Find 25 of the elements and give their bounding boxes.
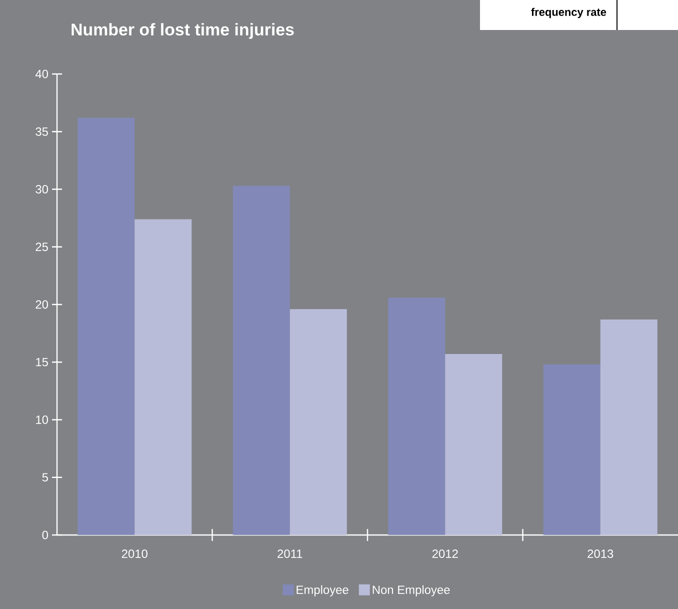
bar	[232, 186, 290, 535]
legend-label: Employee	[296, 585, 348, 596]
bar	[543, 364, 600, 535]
y-tick-label: 15	[36, 358, 48, 366]
x-tick-label: 2011	[278, 550, 302, 558]
y-tick-label: 20	[36, 300, 48, 309]
y-tick-label: 25	[36, 242, 48, 252]
bar	[290, 309, 347, 535]
y-tick-label: 35	[36, 127, 48, 136]
legend-label: Non Employee	[372, 585, 450, 596]
bar	[445, 354, 502, 535]
x-tick-label: 2013	[588, 550, 614, 558]
bar	[134, 219, 192, 535]
y-tick-label: 10	[36, 416, 48, 424]
text: frequency rate	[531, 8, 606, 18]
y-tick-label: 5	[42, 473, 48, 482]
bar	[388, 298, 446, 535]
x-tick-label: 2010	[122, 550, 148, 558]
bar	[600, 319, 658, 535]
y-tick-label: 30	[36, 185, 48, 194]
bar	[78, 118, 135, 535]
y-tick-label: 40	[35, 70, 48, 78]
chart-title: Number of lost time injuries	[72, 23, 294, 39]
x-tick-label: 2012	[432, 550, 458, 558]
y-tick-label: 0	[42, 530, 48, 540]
